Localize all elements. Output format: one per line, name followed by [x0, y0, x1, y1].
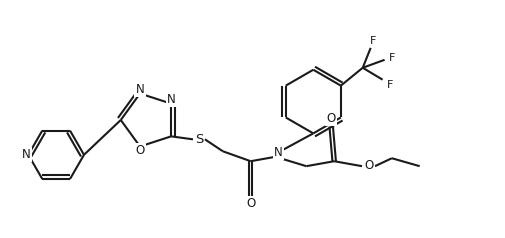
Text: O: O — [135, 144, 144, 157]
Text: F: F — [369, 36, 375, 46]
Text: S: S — [194, 133, 203, 146]
Text: F: F — [386, 80, 392, 90]
Text: O: O — [326, 112, 335, 125]
Text: O: O — [364, 159, 373, 172]
Text: N: N — [167, 93, 175, 106]
Text: F: F — [388, 53, 395, 63]
Text: O: O — [245, 198, 255, 210]
Text: N: N — [135, 83, 144, 96]
Text: N: N — [22, 148, 31, 161]
Text: N: N — [274, 146, 282, 159]
